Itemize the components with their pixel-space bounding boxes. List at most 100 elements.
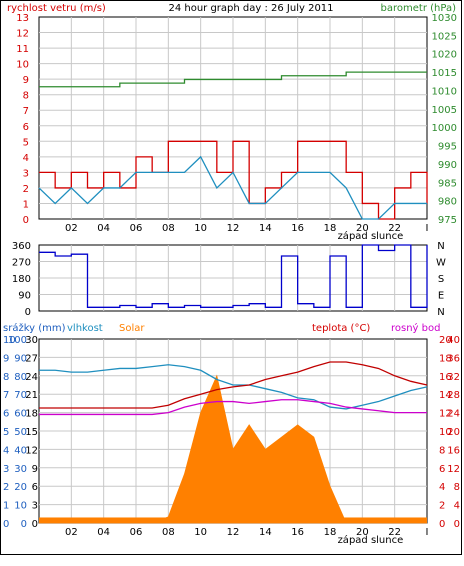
temp-axis-tick: 8 — [439, 445, 445, 456]
temp-axis-tick-outer: 24 — [447, 409, 460, 420]
humidity-axis-tick: 30 — [14, 464, 27, 475]
temperature-series — [39, 361, 428, 409]
solar-axis-tick: 27 — [25, 353, 38, 364]
pressure-series — [39, 71, 427, 88]
direction-axis-tick: 90 — [18, 291, 31, 302]
sunset-label: západ slunce — [338, 534, 404, 546]
rain-axis-tick: 0 — [3, 519, 9, 530]
pressure-axis-tick: 1030 — [432, 13, 457, 24]
legend-solar: Solar — [119, 323, 145, 334]
solar-axis-tick: 18 — [25, 409, 38, 420]
direction-axis-tick: 360 — [12, 241, 31, 252]
temp-axis-tick-outer: 16 — [447, 445, 460, 456]
x-tick-label: 22 — [388, 527, 401, 538]
x-tick-label: 06 — [130, 223, 143, 234]
x-tick-label: 04 — [97, 527, 110, 538]
humidity-axis-tick: 80 — [14, 372, 27, 383]
temp-axis-tick-outer: 0 — [454, 519, 460, 530]
x-tick-label: 12 — [227, 223, 240, 234]
x-tick-label: 20 — [356, 223, 369, 234]
temp-axis-tick: 10 — [439, 427, 452, 438]
solar-axis-tick: 0 — [32, 519, 38, 530]
humidity-axis-tick: 50 — [14, 427, 27, 438]
wind-axis-tick: 2 — [23, 184, 29, 195]
wind-average-series — [38, 155, 427, 220]
solar-axis-tick: 3 — [32, 501, 38, 512]
humidity-axis-tick: 0 — [21, 519, 27, 530]
temp-axis-tick: 16 — [439, 372, 452, 383]
wind-axis-tick: 13 — [16, 13, 29, 24]
pressure-axis-tick: 1010 — [432, 86, 457, 97]
temp-axis-tick: 20 — [439, 335, 452, 346]
temp-axis-tick-outer: 32 — [447, 372, 460, 383]
rain-axis-tick: 5 — [3, 427, 9, 438]
x-tick-label: 22 — [388, 223, 401, 234]
temp-axis-tick-outer: 12 — [447, 464, 460, 475]
wind-axis-tick: 8 — [23, 91, 29, 102]
x-tick-label: 02 — [65, 527, 78, 538]
compass-axis-tick: S — [438, 274, 444, 285]
solar-axis-tick: 24 — [25, 372, 38, 383]
temp-axis-tick-outer: 40 — [447, 335, 460, 346]
wind-axis-tick: 9 — [23, 75, 29, 86]
solar-axis-tick: 15 — [25, 427, 38, 438]
temp-axis-tick: 12 — [439, 409, 452, 420]
rain-axis-tick: 2 — [3, 482, 9, 493]
top-left-axis-title: rychlost vetru (m/s) — [7, 3, 106, 14]
legend-rain: srážky (mm) — [3, 322, 66, 334]
legend-dewpoint: rosný bod — [391, 322, 440, 334]
x-tick-label: 14 — [259, 223, 272, 234]
rain-axis-tick: 8 — [3, 372, 9, 383]
compass-axis-tick: N — [437, 307, 444, 318]
direction-axis-tick: 180 — [12, 274, 31, 285]
legend-temperature: teplota (°C) — [312, 323, 370, 334]
temp-axis-tick-outer: 28 — [447, 390, 460, 401]
pressure-axis-tick: 1020 — [432, 50, 457, 61]
humidity-series — [39, 364, 428, 410]
temp-axis-tick: 2 — [439, 501, 445, 512]
chart-frame: rychlost vetru (m/s) 24 hour graph day :… — [0, 0, 462, 555]
temp-axis-tick: 6 — [439, 464, 445, 475]
humidity-axis-tick: 100 — [8, 335, 27, 346]
wind-axis-tick: 7 — [23, 106, 29, 117]
humidity-axis-tick: 60 — [14, 409, 27, 420]
rain-bar-series — [39, 517, 427, 523]
x-tick-label: 18 — [324, 527, 337, 538]
temp-axis-tick-outer: 8 — [454, 482, 460, 493]
temp-axis-tick-outer: 36 — [447, 353, 460, 364]
temp-axis-tick: 14 — [439, 390, 452, 401]
wind-direction-series — [39, 244, 428, 308]
compass-axis-tick: N — [437, 241, 444, 252]
x-tick-label: 16 — [291, 527, 304, 538]
rain-axis-tick: 7 — [3, 390, 9, 401]
pressure-axis-tick: 980 — [438, 197, 457, 208]
legend-humidity: vlhkost — [67, 323, 103, 334]
solar-axis-tick: 12 — [25, 445, 38, 456]
pressure-axis-tick: 1005 — [432, 105, 457, 116]
x-tick-label: 08 — [162, 527, 175, 538]
x-tick-end-label: I — [426, 527, 429, 538]
pressure-axis-tick: 1025 — [432, 31, 457, 42]
wind-axis-tick: 12 — [16, 29, 29, 40]
rain-axis-tick: 10 — [3, 335, 16, 346]
wind-axis-tick: 3 — [23, 168, 29, 179]
wind-axis-tick: 11 — [16, 44, 29, 55]
x-tick-label: 16 — [291, 223, 304, 234]
wind-axis-tick: 0 — [23, 215, 29, 226]
x-tick-label: 04 — [97, 223, 110, 234]
dewpoint-series — [39, 399, 427, 416]
solar-axis-tick: 9 — [32, 464, 38, 475]
humidity-axis-tick: 10 — [14, 501, 27, 512]
pressure-axis-tick: 985 — [438, 178, 457, 189]
x-tick-label: 12 — [227, 527, 240, 538]
wind-axis-tick: 6 — [23, 122, 29, 133]
x-tick-label: 18 — [324, 223, 337, 234]
wind-axis-tick: 1 — [23, 199, 29, 210]
temp-axis-tick-outer: 4 — [454, 501, 460, 512]
temp-axis-tick: 4 — [439, 482, 445, 493]
rain-axis-tick: 3 — [3, 464, 9, 475]
pressure-axis-tick: 1015 — [432, 68, 457, 79]
chart-title: 24 hour graph day : 26 July 2011 — [168, 3, 333, 14]
direction-axis-tick: 270 — [12, 258, 31, 269]
